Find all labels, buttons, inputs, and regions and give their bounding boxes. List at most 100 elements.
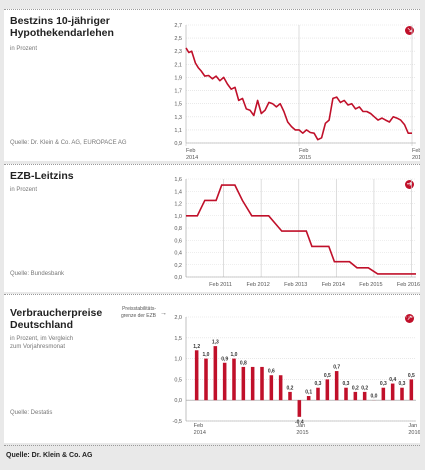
series-line [186,184,416,275]
panel-source: Quelle: Destatis [10,410,53,416]
data-label: 0,8 [240,360,247,366]
data-label: 0,4 [389,377,396,383]
bar [381,387,386,401]
x-tick-label: Jan 2015 [296,423,308,436]
y-tick-label: 2,0 [174,315,182,321]
y-tick-label: 1,0 [174,357,182,363]
arrow-down-right-icon: ↘ [405,26,414,35]
bar [204,358,208,401]
x-tick-label: Feb 2014 [322,282,345,288]
panel-title: EZB-Leitzins [10,170,74,182]
y-tick-label: 1,6 [174,177,182,183]
x-tick-label: Feb 2013 [284,282,307,288]
bar [288,391,292,401]
x-tick-label: Jan 2016 [408,423,420,436]
y-tick-label: 0,4 [174,251,182,257]
consumer-prices-panel: Verbraucherpreise Deutschland in Prozent… [4,294,420,443]
data-label: 0,0 [371,394,378,400]
x-tick-label: Feb 2016 [397,282,420,288]
bar [232,358,236,401]
data-label: 0,5 [324,373,331,379]
panel-title: Verbraucherpreise Deutschland [10,307,103,331]
data-label: 0,2 [361,385,368,391]
y-tick-label: 2,3 [174,49,182,55]
arrow-up-right-icon: ↗ [405,314,414,323]
bar [316,387,320,401]
data-label: 1,2 [193,344,200,350]
x-tick-label: Feb 2015 [359,282,382,288]
data-label: 0,2 [352,385,359,391]
y-tick-label: 1,3 [174,115,182,121]
data-label: 0,6 [268,369,275,375]
bar [260,366,264,401]
data-label: 1,0 [203,352,210,358]
data-label: 0,9 [221,356,228,362]
data-label: 0,1 [305,390,312,396]
x-tick-label: Feb 2011 [209,282,232,288]
x-tick-label: Feb 2015 [299,148,311,161]
y-tick-label: 2,7 [174,23,182,29]
data-label: 0,5 [408,373,415,379]
bar [222,362,227,401]
bar [306,396,311,401]
bar [213,346,218,401]
data-label: 0,3 [343,381,350,387]
bar [297,400,302,417]
bar [400,387,404,401]
bar [362,391,367,401]
panel-subtitle: in Prozent [10,46,38,52]
data-label: 0,3 [380,381,387,387]
bar [278,375,283,401]
y-tick-label: 1,1 [174,128,182,134]
y-tick-label: 0,0 [174,275,182,281]
y-tick-label: 1,2 [174,202,182,208]
y-tick-label: 1,5 [174,336,182,342]
x-tick-label: Feb 2014 [194,423,206,436]
y-tick-label: 0,5 [174,377,182,383]
data-label: 1,0 [231,352,238,358]
panel-subtitle: in Prozent [10,187,38,193]
bar [241,366,246,401]
bar [250,366,255,401]
reference-arrow: → [160,310,167,317]
y-tick-label: 1,0 [174,214,182,220]
panel-source: Quelle: Bundesbank [10,271,65,277]
y-tick-label: 1,9 [174,75,182,81]
y-tick-label: 1,7 [174,89,182,95]
data-label: 0,3 [399,381,406,387]
bar [325,379,330,401]
mortgage-rate-panel: Bestzins 10-jähriger Hypothekendarlehen … [4,9,420,161]
y-tick-label: 0,9 [174,141,182,147]
y-tick-label: 2,5 [174,36,182,42]
data-label: 0,2 [287,385,294,391]
ecb-rate-panel: EZB-Leitzins in Prozent Quelle: Bundesba… [4,164,420,292]
data-label: 1,3 [212,340,219,346]
bar [390,383,395,401]
bar [269,375,274,401]
data-label: 0,3 [315,381,322,387]
data-label: -0,4 [295,419,304,425]
y-tick-label: 0,0 [174,398,182,404]
consumer-prices-chart: 2,0 1,5 1,0 0,5 0,0 -0,5 Preisstabilitäts-gren… [121,306,420,436]
y-tick-label: 0,8 [174,226,182,232]
footer-divider [4,445,420,446]
series-line [185,47,412,141]
bar [344,387,348,401]
bar [334,371,339,401]
panel-source: Quelle: Dr. Klein & Co. AG, EUROPACE AG [10,140,127,146]
y-tick-label: -0,5 [173,419,182,425]
y-tick-label: 1,4 [174,189,182,195]
y-tick-label: 0,2 [174,263,182,269]
bar [409,379,414,401]
y-tick-label: 1,5 [174,102,182,108]
y-tick-label: 0,6 [174,238,182,244]
arrow-right-icon: ➔ [405,180,414,189]
ecb-rate-chart: 1,6 1,4 1,2 1,0 0,8 0,6 0,4 0,2 0,0 Feb 2011 Feb 2… [174,177,420,288]
bar [194,350,199,401]
bar [353,391,358,401]
footer-source: Quelle: Dr. Klein & Co. AG [6,452,93,459]
panel-title: Bestzins 10-jähriger Hypothekendarlehen [10,15,114,39]
reference-label: Preisstabilitäts-grenze der EZB [121,306,157,319]
mortgage-rate-chart: 2,7 2,5 2,3 2,1 1,9 1,7 1,5 1,3 1,1 0,9 Feb 2014 Feb… [174,23,420,161]
